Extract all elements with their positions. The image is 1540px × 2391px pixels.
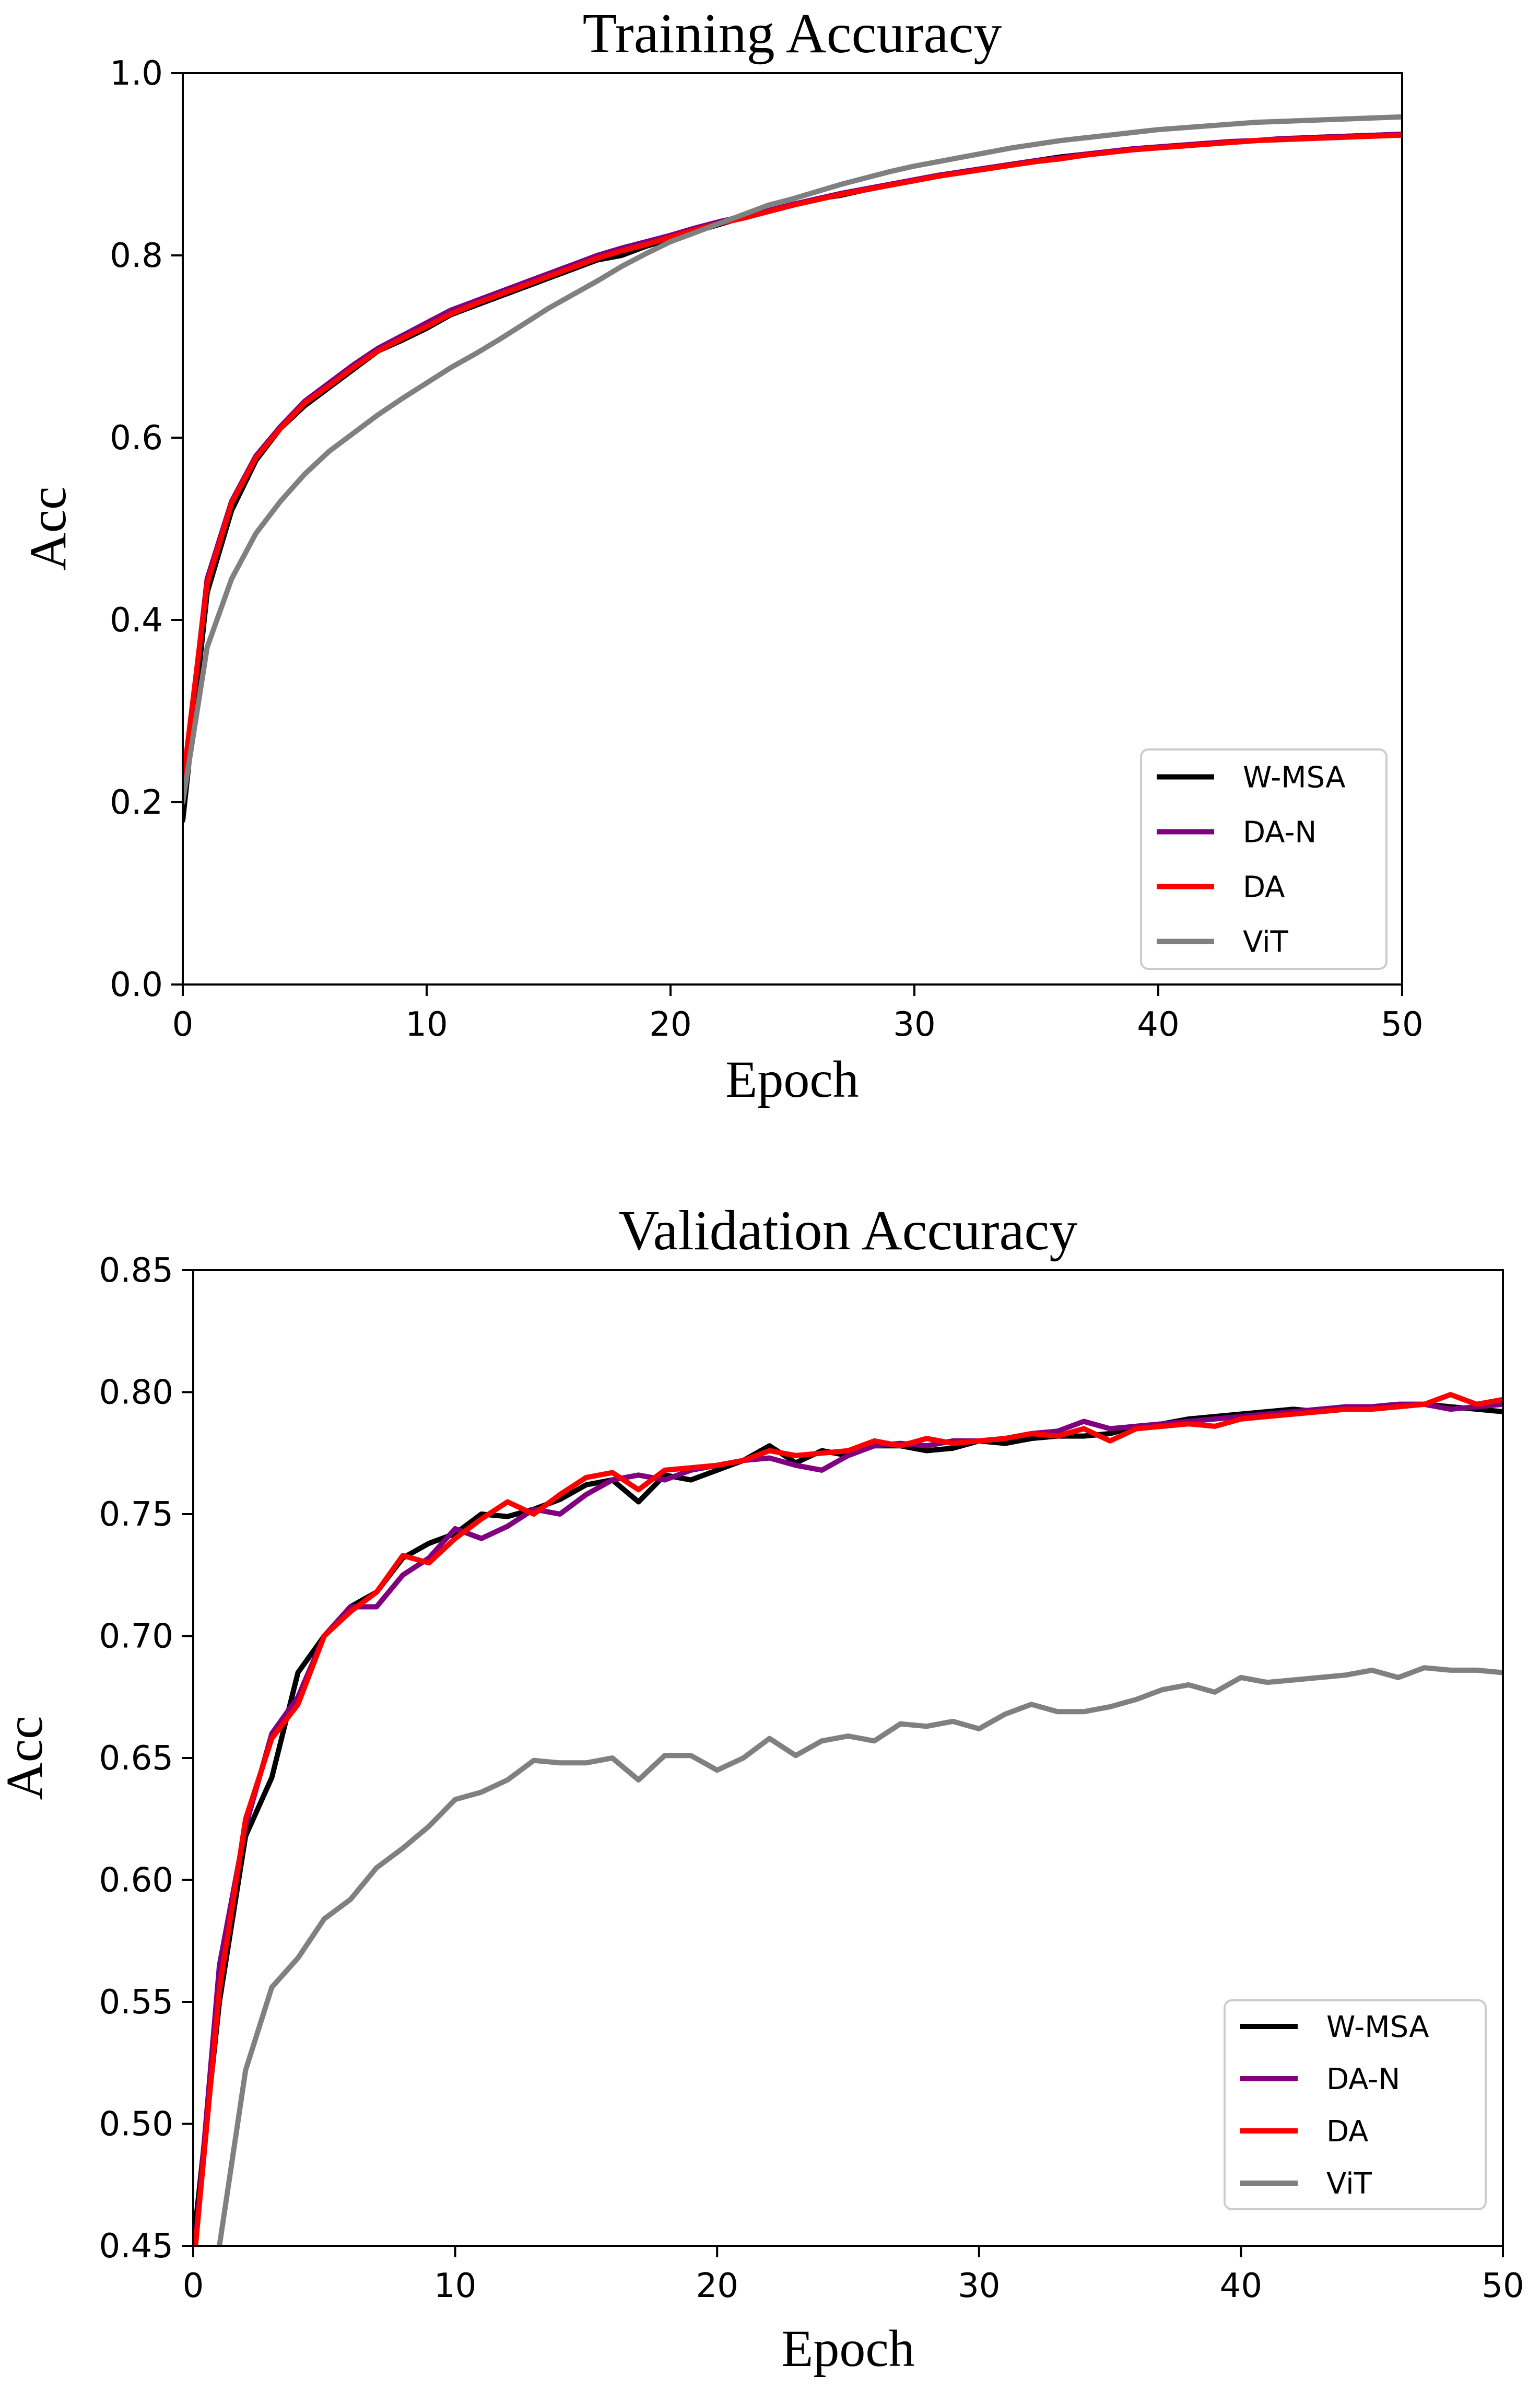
x-tick-label: 30 bbox=[958, 2267, 1000, 2305]
y-tick-label: 0.2 bbox=[110, 783, 163, 822]
series-layer bbox=[183, 114, 1402, 823]
y-tick-label: 0.0 bbox=[110, 966, 163, 1004]
y-tick-label: 1.0 bbox=[110, 54, 163, 93]
y-tick-label: 0.75 bbox=[99, 1495, 174, 1534]
series-line-da bbox=[193, 1392, 1503, 2246]
ticks-layer: 0 10 20 30 40 50 0.45 0.50 0.55 0.60 0.65 0.70 0.75 0… bbox=[99, 1251, 1524, 2305]
chart-title: Validation Accuracy bbox=[619, 1200, 1078, 1262]
y-axis-label: Acc bbox=[0, 1716, 53, 1800]
x-tick-label: 50 bbox=[1482, 2267, 1524, 2305]
series-line-da bbox=[183, 132, 1402, 787]
x-axis-label: Epoch bbox=[725, 1050, 859, 1108]
training-accuracy-chart: Training Accuracy 0 10 20 30 40 50 0.0 0.2 0.4 0.… bbox=[19, 3, 1424, 1108]
plot-frame bbox=[182, 72, 1403, 986]
legend-label-vit: ViT bbox=[1326, 2167, 1372, 2201]
x-tick-label: 40 bbox=[1220, 2267, 1262, 2305]
legend-label-w-msa: W-MSA bbox=[1326, 2010, 1429, 2044]
x-tick-label: 0 bbox=[183, 2267, 204, 2305]
legend-label-da-n: DA-N bbox=[1243, 816, 1316, 850]
y-tick-label: 0.85 bbox=[99, 1251, 174, 1290]
legend-label-w-msa: W-MSA bbox=[1243, 761, 1346, 795]
x-tick-label: 50 bbox=[1381, 1005, 1423, 1044]
y-axis-label: Acc bbox=[19, 487, 77, 571]
legend-label-da: DA bbox=[1326, 2115, 1368, 2149]
chart-title: Training Accuracy bbox=[583, 3, 1002, 65]
y-tick-label: 0.6 bbox=[110, 419, 163, 458]
y-tick-label: 0.55 bbox=[99, 1983, 174, 2022]
y-tick-label: 0.8 bbox=[110, 237, 163, 275]
y-tick-label: 0.50 bbox=[99, 2105, 174, 2144]
ticks-layer: 0 10 20 30 40 50 0.0 0.2 0.4 0.6 0.8 1.0 bbox=[110, 54, 1424, 1044]
series-line-vit bbox=[183, 114, 1402, 805]
y-tick-label: 0.65 bbox=[99, 1739, 174, 1778]
y-tick-label: 0.80 bbox=[99, 1374, 174, 1412]
y-tick-label: 0.70 bbox=[99, 1618, 174, 1656]
x-tick-label: 0 bbox=[172, 1005, 194, 1044]
x-tick-label: 40 bbox=[1137, 1005, 1179, 1044]
validation-accuracy-chart: Validation Accuracy 0 10 20 30 40 500.450.500… bbox=[0, 1200, 1524, 2377]
series-layer bbox=[193, 1392, 1503, 2246]
legend: W-MSA DA-N DA ViT bbox=[1140, 748, 1388, 970]
y-tick-label: 0.45 bbox=[99, 2227, 174, 2266]
x-tick-label: 10 bbox=[405, 1005, 448, 1044]
legend-label-da: DA bbox=[1243, 871, 1285, 905]
x-axis-label: Epoch bbox=[781, 2319, 914, 2377]
legend: W-MSA DA-N DA ViT bbox=[1224, 1999, 1487, 2210]
x-tick-label: 30 bbox=[893, 1005, 935, 1044]
legend-label-da-n: DA-N bbox=[1326, 2062, 1400, 2096]
x-tick-label: 20 bbox=[649, 1005, 691, 1044]
series-line-vit bbox=[217, 1665, 1503, 2246]
legend-box bbox=[1224, 1999, 1487, 2210]
legend-label-vit: ViT bbox=[1243, 925, 1289, 959]
x-tick-label: 20 bbox=[696, 2267, 738, 2305]
legend-box bbox=[1140, 748, 1388, 970]
y-tick-label: 0.4 bbox=[110, 601, 163, 640]
x-tick-label: 10 bbox=[434, 2267, 476, 2305]
y-tick-label: 0.60 bbox=[99, 1861, 174, 1900]
